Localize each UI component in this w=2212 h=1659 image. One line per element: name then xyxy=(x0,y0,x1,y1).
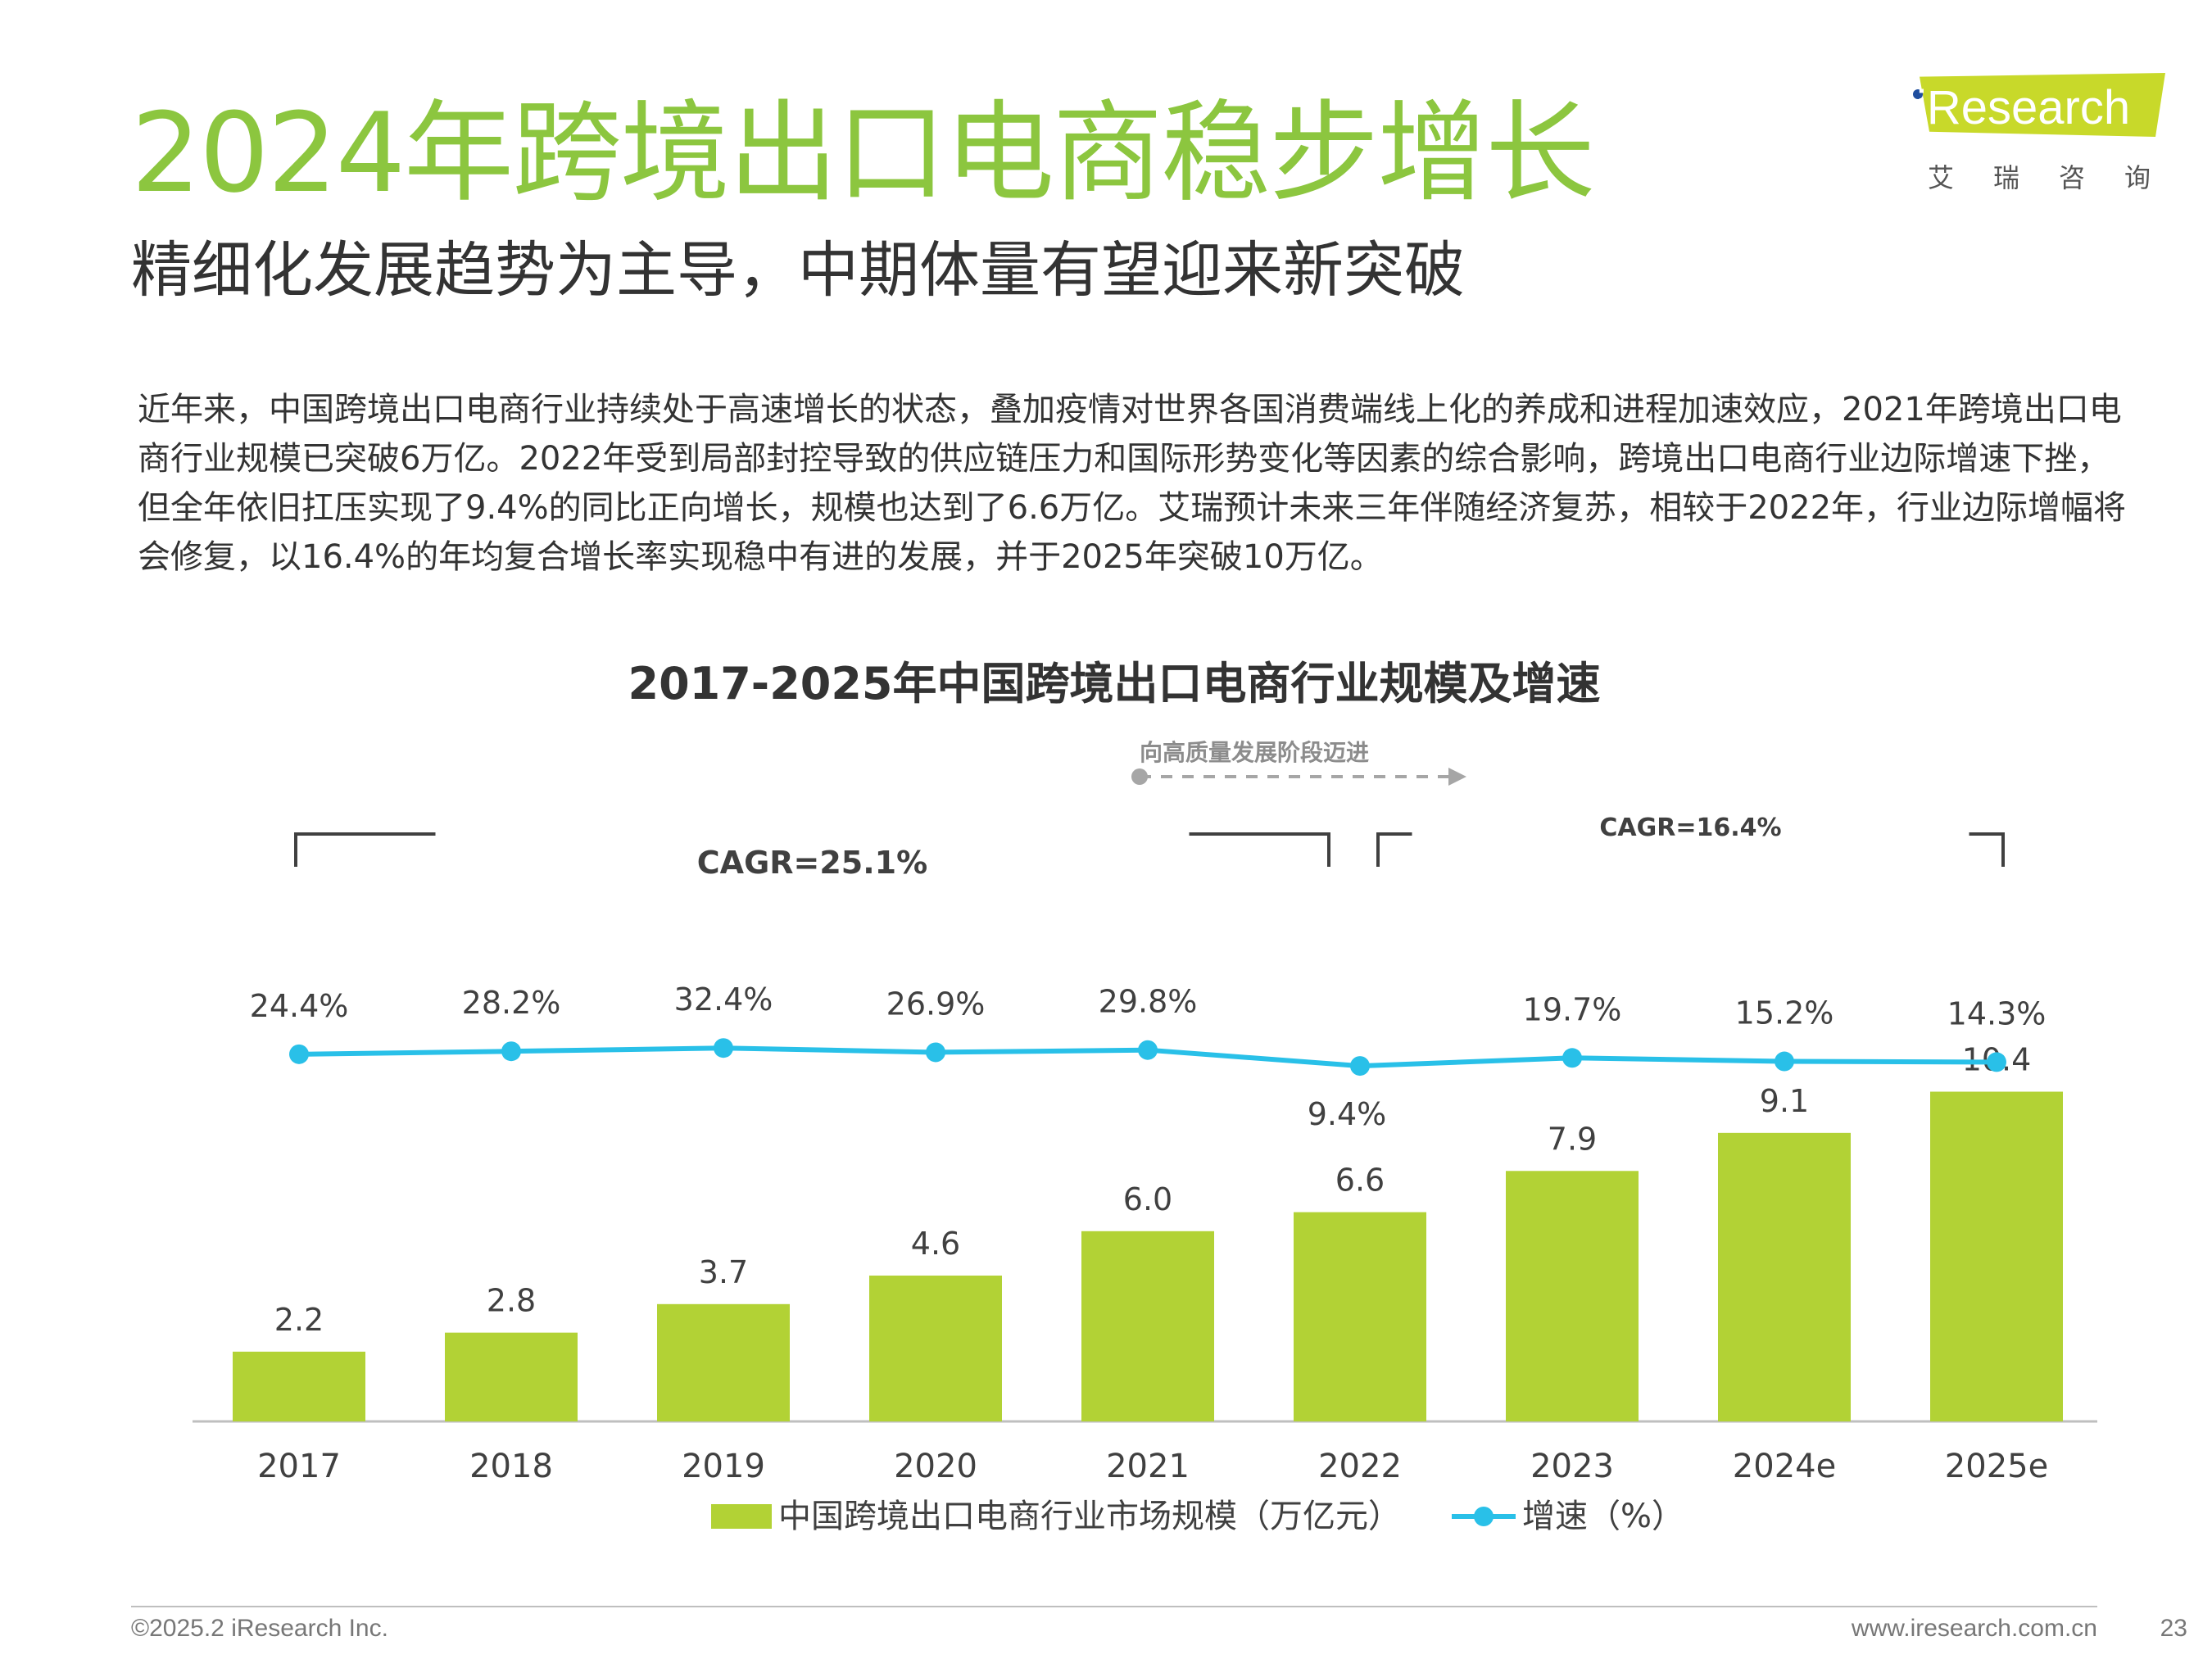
growth-label-2022: 9.4% xyxy=(1308,1096,1387,1132)
cagr-2-bracket-right xyxy=(1969,832,2005,867)
iresearch-logo: iResearch 艾瑞咨询 xyxy=(1905,70,2167,201)
bar-label-2023: 7.9 xyxy=(1548,1121,1597,1157)
bar-label-2021: 6.0 xyxy=(1123,1181,1172,1217)
growth-point-2024e xyxy=(1775,1051,1794,1072)
legend-label-line: 增速（%） xyxy=(1522,1498,1684,1535)
cagr-2-bracket-left xyxy=(1376,832,1412,867)
bar-2023 xyxy=(1506,1171,1639,1421)
x-tick-2025e: 2025e xyxy=(1945,1448,2048,1485)
bar-2022 xyxy=(1294,1212,1426,1421)
x-tick-2023: 2023 xyxy=(1530,1448,1614,1485)
bar-2019 xyxy=(657,1303,790,1421)
bar-label-2020: 4.6 xyxy=(911,1226,960,1262)
cagr-1-label: CAGR=25.1% xyxy=(697,845,927,881)
growth-point-2023 xyxy=(1562,1048,1582,1068)
bar-2024e xyxy=(1718,1132,1851,1421)
bar-2021 xyxy=(1081,1231,1214,1421)
legend-label-bar: 中国跨境出口电商行业市场规模（万亿元） xyxy=(778,1498,1401,1535)
growth-point-2019 xyxy=(714,1038,733,1058)
bar-label-2017: 2.2 xyxy=(274,1302,324,1338)
growth-point-2022 xyxy=(1350,1056,1370,1077)
cagr-1-bracket-left xyxy=(294,832,436,867)
x-tick-2021: 2021 xyxy=(1106,1448,1190,1485)
bar-label-2022: 6.6 xyxy=(1335,1163,1385,1199)
bar-2020 xyxy=(869,1275,1002,1421)
x-tick-2018: 2018 xyxy=(469,1448,553,1485)
logo-dot xyxy=(1913,89,1923,99)
legend-swatch-bar xyxy=(711,1504,772,1529)
growth-label-2019: 32.4% xyxy=(674,981,773,1018)
footer-copyright: ©2025.2 iResearch Inc. xyxy=(131,1615,388,1642)
growth-point-2018 xyxy=(501,1041,521,1062)
growth-label-2017: 24.4% xyxy=(250,988,349,1024)
logo-banner xyxy=(1920,73,2165,137)
growth-label-2020: 26.9% xyxy=(886,986,986,1022)
cagr-2-label: CAGR=16.4% xyxy=(1599,814,1781,842)
logo-subtext: 艾瑞咨询 xyxy=(1928,162,2191,193)
trend-arrow-label: 向高质量发展阶段迈进 xyxy=(1140,739,1369,766)
x-tick-2017: 2017 xyxy=(257,1448,341,1485)
x-tick-2020: 2020 xyxy=(894,1448,977,1485)
page-subtitle: 精细化发展趋势为主导，中期体量有望迎来新突破 xyxy=(131,235,1465,306)
bar-label-2024e: 9.1 xyxy=(1760,1083,1809,1119)
logo-text: iResearch xyxy=(1916,81,2131,134)
growth-point-2017 xyxy=(289,1044,309,1064)
x-tick-2024e: 2024e xyxy=(1733,1448,1836,1485)
growth-label-2024e: 15.2% xyxy=(1735,995,1834,1031)
growth-point-2020 xyxy=(926,1042,945,1063)
chart-title: 2017-2025年中国跨境出口电商行业规模及增速 xyxy=(628,658,1601,709)
footer-website: www.iresearch.com.cn xyxy=(1851,1615,2097,1642)
growth-label-2023: 19.7% xyxy=(1523,991,1622,1027)
x-tick-2022: 2022 xyxy=(1318,1448,1402,1485)
bar-label-2018: 2.8 xyxy=(487,1283,536,1319)
bar-2025e xyxy=(1930,1091,2063,1421)
trend-arrow-head xyxy=(1448,768,1466,786)
x-tick-2019: 2019 xyxy=(682,1448,765,1485)
growth-point-2021 xyxy=(1138,1040,1158,1060)
growth-point-2025e xyxy=(1987,1052,2006,1072)
page-number: 23 xyxy=(2160,1615,2187,1642)
growth-label-2018: 28.2% xyxy=(462,985,561,1021)
bar-label-2019: 3.7 xyxy=(699,1254,748,1290)
growth-label-2021: 29.8% xyxy=(1099,984,1198,1020)
intro-paragraph: 近年来，中国跨境出口电商行业持续处于高速增长的状态，叠加疫情对世界各国消费端线上… xyxy=(138,391,2127,576)
bar-2018 xyxy=(445,1332,578,1421)
cagr-1-bracket-right xyxy=(1189,832,1330,867)
footer-divider xyxy=(131,1606,2097,1607)
page-title: 2024年跨境出口电商稳步增长 xyxy=(131,89,1595,217)
bar-2017 xyxy=(233,1351,365,1421)
growth-label-2025e: 14.3% xyxy=(1947,995,2047,1031)
legend-swatch-dot xyxy=(1474,1507,1494,1526)
